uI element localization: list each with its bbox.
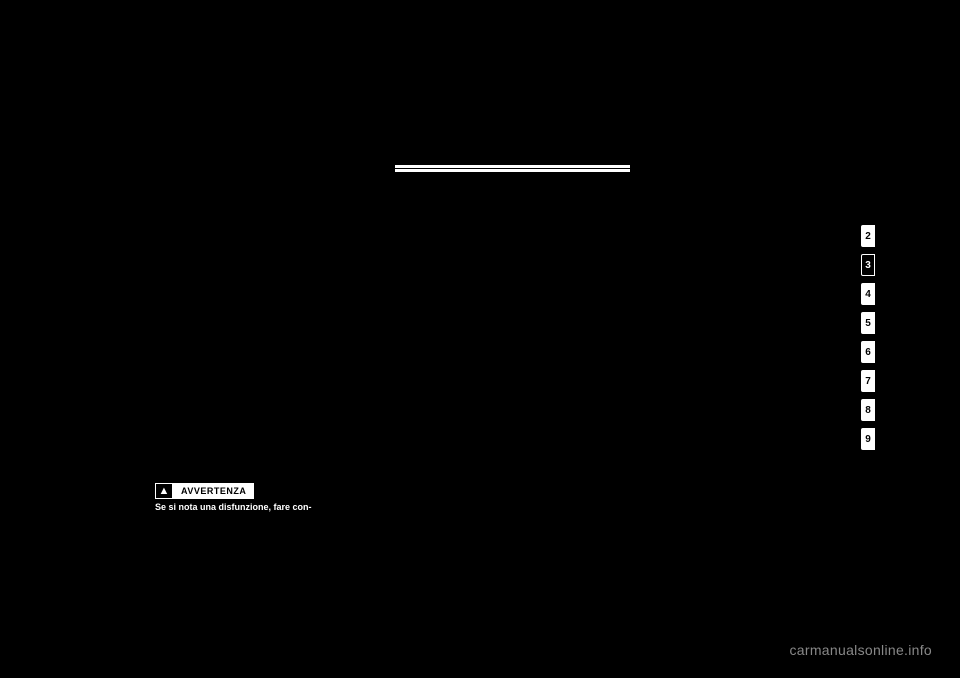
tab-7: 7	[861, 370, 875, 392]
tab-9: 9	[861, 428, 875, 450]
tab-2: 2	[861, 225, 875, 247]
watermark: carmanualsonline.info	[790, 642, 933, 658]
warning-label: AVVERTENZA	[173, 483, 254, 499]
header-divider-inner	[395, 168, 630, 169]
warning-text: Se si nota una disfunzione, fare con-	[155, 502, 312, 512]
tab-4: 4	[861, 283, 875, 305]
warning-box: ▲ AVVERTENZA	[155, 483, 254, 499]
tab-8: 8	[861, 399, 875, 421]
tab-6: 6	[861, 341, 875, 363]
section-tabs: 2 3 4 5 6 7 8 9	[861, 225, 875, 450]
tab-5: 5	[861, 312, 875, 334]
tab-3: 3	[861, 254, 875, 276]
warning-triangle-icon: ▲	[155, 483, 173, 499]
